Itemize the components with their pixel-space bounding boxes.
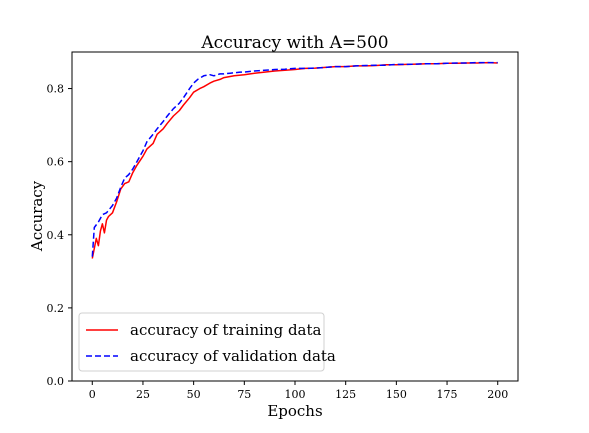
x-axis: 0 25 50 75 100 125 150 175 200 <box>89 381 508 401</box>
series-line-training <box>91 61 498 259</box>
plot-lines <box>91 61 498 259</box>
y-tick-label: 0.6 <box>47 156 65 169</box>
x-tick-label: 75 <box>237 388 251 401</box>
legend-box <box>78 312 325 372</box>
chart-title: Accuracy with A=500 <box>200 33 388 53</box>
x-tick-label: 0 <box>89 388 96 401</box>
y-axis: 0.0 0.2 0.4 0.6 0.8 <box>47 83 72 388</box>
y-tick-label: 0.2 <box>47 302 65 315</box>
x-axis-label: Epochs <box>267 402 322 420</box>
x-tick-label: 200 <box>487 388 508 401</box>
y-tick-label: 0.0 <box>47 375 65 388</box>
x-tick-label: 100 <box>285 388 306 401</box>
y-tick-label: 0.8 <box>47 83 65 96</box>
y-tick-label: 0.4 <box>47 229 65 242</box>
x-tick-label: 50 <box>187 388 201 401</box>
x-tick-label: 25 <box>136 388 150 401</box>
x-tick-label: 125 <box>335 388 356 401</box>
x-tick-label: 175 <box>437 388 458 401</box>
legend-label-training: accuracy of training data <box>130 321 322 339</box>
legend-label-validation: accuracy of validation data <box>130 347 336 365</box>
y-axis-label: Accuracy <box>28 180 46 252</box>
series-line-validation <box>91 61 498 257</box>
legend: accuracy of training data accuracy of va… <box>78 312 336 372</box>
x-tick-label: 150 <box>386 388 407 401</box>
